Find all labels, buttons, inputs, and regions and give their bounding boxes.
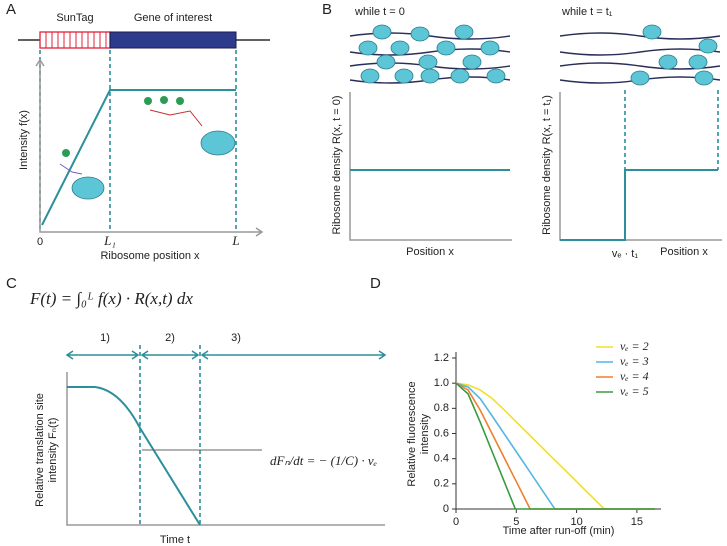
axes [66,372,385,526]
tag [62,149,70,157]
y-tick-label: 1.0 [434,377,449,389]
gene-box [109,31,237,49]
ribosome [200,130,236,156]
x-tick-label: vₑ · t₁ [612,248,638,260]
legend-label: vₑ = 3 [620,354,649,368]
panel-label: B [322,1,332,18]
x-tick-label: 0 [453,516,459,528]
panel-label: D [370,275,381,292]
phase-arrows [65,350,387,360]
panel-label: C [6,275,17,292]
axes [349,92,512,241]
suntag-stripes [45,32,107,48]
y-axis-label: Ribosome density R(x, t = 0) [331,95,343,234]
panel-title: while t = 0 [354,6,405,18]
intensity-curve [67,386,201,526]
x-axis-label: Time t [160,534,190,546]
x-tick-label: 10 [570,516,582,528]
y-tick-label: 0.4 [434,453,449,465]
density-line [560,169,718,241]
tag [160,96,168,104]
slope-formula: dFₙ/dt = − (1/C) · vₑ [270,453,377,468]
data-line [455,382,655,510]
x-axis-label: Ribosome position x [100,250,200,262]
intensity-curve [41,89,236,226]
suntag-label: SunTag [56,12,93,24]
y-axis-label: Ribosome density R(x, t = t₁) [541,95,553,235]
mrna-strands [349,24,721,86]
phase-label: 3) [231,332,241,344]
y-axis-label: intensity Fₙ(t) [47,418,59,483]
x-axis-label: Time after run-off (min) [503,525,615,537]
phase-label: 1) [100,332,110,344]
axes [35,58,264,237]
chart: D 0 0.2 0.4 0.6 0.8 1.0 1.2 0 5 10 15 Time after run… [370,275,661,537]
x-axis-label: Position x [406,246,454,258]
y-axis-label: Relative fluorescence [406,381,418,486]
nascent-chain [59,163,83,175]
data-line [455,382,655,510]
y-tick-label: 0.2 [434,478,449,490]
y-tick-label: 0.6 [434,427,449,439]
y-axis-label: Relative translation site [34,393,46,507]
y-axis-label: Intensity f(x) [18,110,30,170]
axes [559,92,722,241]
y-axis-label: intensity [419,413,431,454]
data-line [455,382,655,510]
phase-label: 2) [165,332,175,344]
x-tick-label: L₁ [103,233,116,248]
formula: F(t) = ∫₀ᴸ f(x) · R(x,t) dx [29,289,193,309]
x-tick-label: L [231,233,239,248]
panel-label: A [6,1,16,18]
tag [176,97,184,105]
y-tick-label: 1.2 [434,352,449,364]
tag [144,97,152,105]
data-line [455,382,655,510]
nascent-chain [149,109,203,127]
gene-label: Gene of interest [134,12,212,24]
x-tick-label: 0 [37,236,43,248]
x-tick-label: 5 [513,516,519,528]
x-axis-label: Position x [660,246,708,258]
x-tick-label: 15 [631,516,643,528]
panel-title: while t = t₁ [561,6,613,18]
ribosome [71,176,105,200]
legend-label: vₑ = 4 [620,369,649,383]
y-tick-label: 0 [443,503,449,515]
legend-label: vₑ = 2 [620,339,649,353]
y-tick-label: 0.8 [434,402,449,414]
legend-label: vₑ = 5 [620,384,649,398]
